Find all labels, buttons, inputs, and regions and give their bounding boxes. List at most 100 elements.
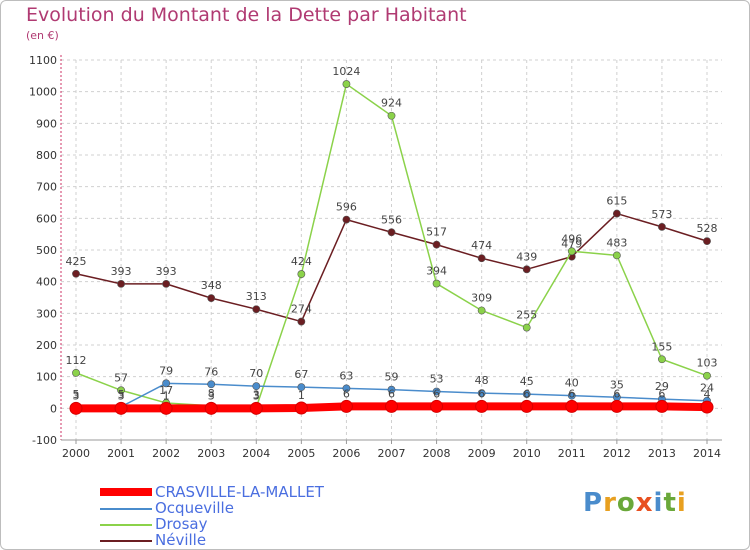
- data-label-crasville-la-mallet: 6: [523, 387, 530, 400]
- data-label-crasville-la-mallet: 6: [478, 387, 485, 400]
- data-label-n-ville: 573: [651, 208, 672, 221]
- data-label-crasville-la-mallet: 4: [704, 388, 711, 401]
- data-label-crasville-la-mallet: 6: [613, 387, 620, 400]
- data-point-drosay: [612, 251, 621, 260]
- data-label-crasville-la-mallet: 6: [568, 387, 575, 400]
- data-label-ocqueville: 40: [565, 377, 579, 390]
- x-tick-label: 2009: [468, 447, 496, 460]
- data-point-n-ville: [658, 222, 666, 231]
- x-tick-label: 2003: [197, 447, 225, 460]
- data-label-n-ville: 556: [381, 213, 402, 226]
- logo-letter: o: [616, 488, 636, 518]
- data-label-drosay: 103: [697, 357, 718, 370]
- data-label-ocqueville: 70: [249, 367, 263, 380]
- data-point-n-ville: [612, 209, 621, 218]
- data-label-n-ville: 596: [336, 201, 357, 214]
- data-label-ocqueville: 76: [204, 365, 218, 378]
- y-tick-label: 1000: [29, 86, 57, 99]
- data-point-crasville-la-mallet: [204, 401, 218, 415]
- data-point-ocqueville: [522, 390, 531, 398]
- data-label-drosay: 255: [516, 309, 537, 322]
- data-point-drosay: [703, 371, 711, 380]
- data-label-n-ville: 517: [426, 226, 447, 239]
- data-point-drosay: [658, 355, 666, 364]
- data-label-crasville-la-mallet: 1: [298, 389, 305, 402]
- y-tick-label: 700: [36, 181, 57, 194]
- data-point-drosay: [567, 247, 576, 256]
- data-label-n-ville: 425: [66, 255, 87, 268]
- data-point-crasville-la-mallet: [430, 399, 444, 413]
- data-point-n-ville: [342, 215, 351, 224]
- data-point-drosay: [432, 279, 441, 288]
- legend-label-drosay: Drosay: [155, 515, 208, 533]
- y-tick-label: 500: [36, 244, 57, 257]
- x-tick-label: 2007: [378, 447, 406, 460]
- x-tick-label: 2004: [242, 447, 270, 460]
- logo-letter: P: [583, 488, 604, 518]
- y-tick-label: 200: [36, 339, 57, 352]
- data-label-ocqueville: 79: [159, 364, 173, 377]
- data-point-crasville-la-mallet: [339, 399, 353, 413]
- data-point-n-ville: [252, 305, 261, 314]
- data-point-ocqueville: [207, 380, 216, 389]
- data-label-n-ville: 348: [201, 279, 222, 292]
- data-point-ocqueville: [252, 382, 261, 391]
- y-tick-label: 900: [36, 117, 57, 130]
- data-label-n-ville: 393: [156, 265, 177, 278]
- x-tick-label: 2000: [62, 447, 90, 460]
- data-point-drosay: [117, 386, 125, 395]
- data-label-ocqueville: 5: [73, 388, 80, 401]
- data-point-n-ville: [703, 237, 711, 246]
- data-point-ocqueville: [432, 387, 441, 396]
- y-tick-label: 0: [50, 402, 57, 415]
- data-point-n-ville: [207, 294, 216, 303]
- x-tick-label: 2012: [603, 447, 631, 460]
- data-point-n-ville: [387, 228, 396, 237]
- x-tick-label: 2013: [648, 447, 676, 460]
- y-tick-label: 400: [36, 276, 57, 289]
- data-label-ocqueville: 53: [430, 373, 444, 386]
- proxiti-logo: Proxiti: [583, 488, 687, 518]
- logo-letter: i: [653, 488, 664, 518]
- data-point-ocqueville: [342, 384, 351, 393]
- data-label-crasville-la-mallet: 6: [658, 387, 665, 400]
- data-label-drosay: 483: [606, 236, 627, 249]
- data-point-crasville-la-mallet: [700, 400, 714, 414]
- x-tick-label: 2002: [152, 447, 180, 460]
- data-point-n-ville: [477, 254, 486, 263]
- data-point-crasville-la-mallet: [655, 399, 669, 413]
- data-label-ocqueville: 24: [700, 382, 714, 395]
- x-tick-label: 2006: [332, 447, 360, 460]
- x-tick-label: 2014: [693, 447, 721, 460]
- legend-label-neville: Néville: [155, 531, 207, 549]
- logo-letter: x: [635, 488, 654, 518]
- x-tick-label: 2001: [107, 447, 135, 460]
- x-tick-label: 2005: [287, 447, 315, 460]
- data-label-crasville-la-mallet: 3: [208, 389, 215, 402]
- data-label-crasville-la-mallet: 1: [163, 389, 170, 402]
- x-tick-label: 2008: [423, 447, 451, 460]
- data-point-crasville-la-mallet: [565, 399, 579, 413]
- data-label-drosay: 496: [561, 232, 582, 245]
- data-label-drosay: 424: [291, 255, 312, 268]
- chart-subtitle: (en €): [26, 29, 59, 42]
- data-point-crasville-la-mallet: [610, 399, 624, 413]
- data-point-crasville-la-mallet: [249, 401, 263, 415]
- data-point-drosay: [72, 368, 80, 377]
- data-point-ocqueville: [567, 391, 576, 400]
- data-label-drosay: 112: [66, 354, 87, 367]
- data-label-n-ville: 474: [471, 239, 492, 252]
- data-point-n-ville: [162, 279, 171, 288]
- logo-letter: i: [676, 488, 687, 518]
- data-point-crasville-la-mallet: [520, 399, 534, 413]
- legend-label-ocqueville: Ocqueville: [155, 499, 234, 517]
- data-point-crasville-la-mallet: [294, 401, 308, 415]
- legend-swatch-crasville: [100, 488, 152, 496]
- y-tick-label: 100: [36, 371, 57, 384]
- data-label-crasville-la-mallet: 6: [433, 387, 440, 400]
- data-label-drosay: 309: [471, 291, 492, 304]
- data-label-drosay: 3: [253, 388, 260, 401]
- data-label-n-ville: 439: [516, 250, 537, 263]
- y-tick-label: 600: [36, 212, 57, 225]
